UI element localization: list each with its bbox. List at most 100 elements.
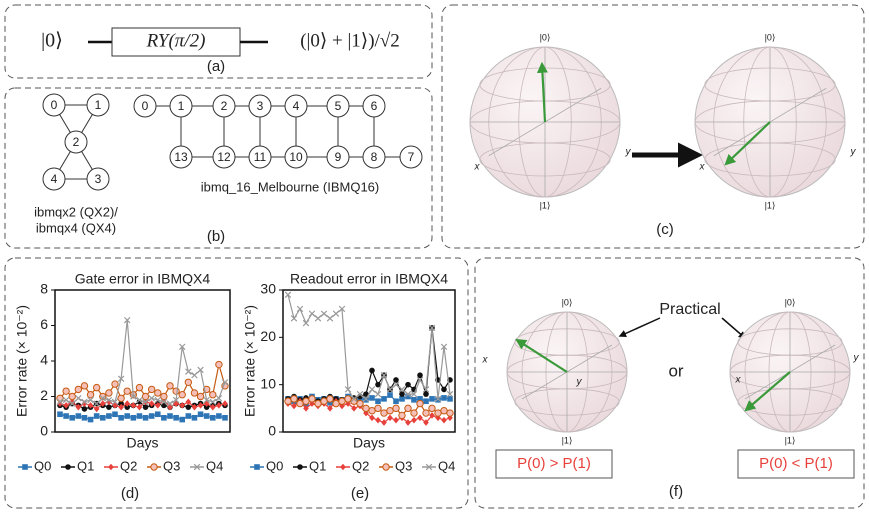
- legend-label: Q2: [120, 458, 137, 473]
- data-point: [423, 398, 429, 404]
- basis-label: |0⟩: [562, 297, 573, 307]
- data-point: [387, 392, 393, 398]
- data-point: [106, 413, 112, 419]
- data-point: [405, 405, 411, 411]
- data-point: [216, 361, 222, 367]
- probability-caption: P(0) > P(1): [517, 455, 591, 472]
- panel-label: (a): [207, 58, 225, 75]
- basis-label: |1⟩: [785, 435, 796, 445]
- data-point: [179, 417, 185, 423]
- data-point: [131, 415, 137, 421]
- data-point: [118, 415, 124, 421]
- qubit-label: 0: [51, 98, 58, 112]
- data-point: [106, 404, 112, 410]
- data-point: [204, 413, 210, 419]
- data-point: [423, 410, 429, 416]
- legend-label: Q4: [206, 458, 223, 473]
- data-point: [197, 393, 203, 399]
- data-point: [417, 400, 423, 406]
- data-point: [57, 411, 63, 417]
- data-point: [297, 400, 303, 406]
- data-point: [76, 413, 82, 419]
- legend-label: Q0: [34, 458, 51, 473]
- data-point: [167, 413, 173, 419]
- panel-label: (f): [669, 483, 683, 500]
- data-point: [309, 396, 315, 402]
- data-point: [357, 400, 363, 406]
- data-point: [411, 397, 417, 403]
- axis-label: y: [576, 377, 583, 388]
- legend-marker: [65, 464, 71, 470]
- data-point: [393, 405, 399, 411]
- data-point: [69, 393, 75, 399]
- y-tick-label: 2: [40, 387, 48, 403]
- data-point: [429, 405, 435, 411]
- qubit-label: 0: [142, 99, 149, 113]
- data-point: [173, 415, 179, 421]
- y-tick-label: 4: [40, 352, 48, 368]
- circuit-output: (|0⟩ + |1⟩)/√2: [300, 30, 400, 51]
- data-point: [291, 396, 297, 402]
- legend-label: Q0: [266, 458, 283, 473]
- data-point: [375, 398, 381, 404]
- data-point: [63, 413, 69, 419]
- axis-label: y: [853, 353, 860, 364]
- data-point: [447, 410, 453, 416]
- y-tick-label: 8: [40, 281, 48, 297]
- qubit-label: 4: [51, 172, 58, 186]
- legend-label: Q3: [395, 458, 412, 473]
- data-point: [81, 383, 87, 389]
- qubit-label: 2: [221, 99, 228, 113]
- legend-marker: [22, 464, 28, 470]
- data-point: [137, 413, 143, 419]
- gate-label: RY(π/2): [146, 30, 206, 51]
- qubit-label: 1: [178, 99, 185, 113]
- data-point: [93, 384, 99, 390]
- x-axis-label: Days: [353, 435, 385, 451]
- data-point: [173, 388, 179, 394]
- panel-label: (e): [351, 485, 369, 502]
- plot-frame: [55, 290, 230, 432]
- basis-label: |0⟩: [765, 32, 776, 42]
- data-point: [136, 384, 142, 390]
- data-point: [441, 408, 447, 414]
- y-tick-label: 20: [260, 328, 276, 344]
- pointer-arrow: [722, 318, 745, 338]
- data-point: [210, 415, 216, 421]
- axis-label: x: [735, 375, 742, 386]
- data-point: [192, 415, 198, 421]
- data-point: [75, 386, 81, 392]
- data-point: [333, 400, 339, 406]
- qubit-label: 3: [257, 99, 264, 113]
- axis-label: x: [699, 162, 706, 173]
- data-point: [441, 395, 447, 401]
- y-tick-label: 30: [260, 281, 276, 297]
- y-axis-label: Error rate (× 10⁻²): [14, 305, 30, 417]
- basis-label: |1⟩: [540, 200, 551, 210]
- legend-marker: [151, 464, 157, 470]
- pointer-arrow: [620, 318, 660, 336]
- data-point: [191, 390, 197, 396]
- data-point: [155, 411, 161, 417]
- data-point: [285, 398, 291, 404]
- legend-marker: [383, 464, 389, 470]
- legend-marker: [108, 464, 114, 471]
- circuit-input: |0⟩: [41, 30, 63, 52]
- y-tick-label: 10: [260, 375, 276, 391]
- data-point: [393, 398, 399, 404]
- legend-label: Q1: [309, 458, 326, 473]
- qubit-label: 1: [95, 98, 102, 112]
- data-point: [186, 404, 192, 410]
- page: {"panel_a": {"input": "|0⟩", "gate": "RY…: [0, 0, 869, 517]
- legend-marker: [340, 464, 346, 471]
- data-point: [148, 386, 154, 392]
- legend-marker: [254, 464, 260, 470]
- data-point: [57, 395, 63, 401]
- data-point: [143, 404, 149, 410]
- qubit-label: 4: [293, 99, 300, 113]
- panel-label: (c): [656, 221, 674, 238]
- y-axis-label: Error rate (× 10⁻²): [242, 305, 258, 417]
- legend-label: Q4: [438, 458, 455, 473]
- data-point: [69, 415, 75, 421]
- data-point: [399, 412, 405, 418]
